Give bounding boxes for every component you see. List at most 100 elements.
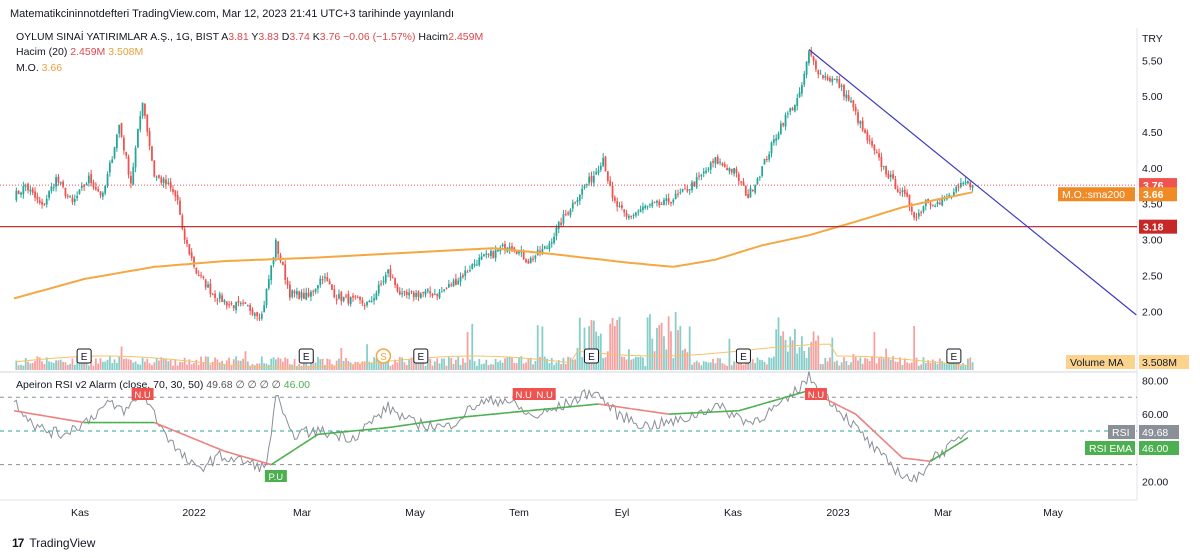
support-price-tag[interactable]: 3.18 (1139, 219, 1177, 234)
split-event-icon[interactable]: S (375, 348, 392, 364)
candle-body (712, 160, 714, 163)
candle-body (380, 283, 382, 285)
rsi-sell-marker[interactable]: N.U (804, 388, 827, 401)
trendline[interactable] (808, 49, 1137, 316)
volume-bar (363, 361, 366, 370)
ma-legend[interactable]: M.O. 3.66 (16, 62, 62, 74)
candle-body (716, 156, 719, 165)
rsi-buy-marker[interactable]: P.U (264, 470, 287, 483)
volume-bar (714, 363, 717, 370)
volume-bar (637, 357, 640, 370)
candle-body (71, 197, 74, 203)
candle-body (677, 193, 679, 195)
candle-body (571, 202, 574, 209)
svg-text:E: E (588, 352, 595, 363)
candle-body (805, 61, 808, 75)
candle-body (165, 179, 167, 185)
volume-bar (270, 358, 273, 370)
candle-body (130, 175, 132, 184)
rsi-ema-line[interactable] (13, 389, 969, 466)
candles[interactable] (15, 46, 974, 322)
candle-body (106, 174, 109, 186)
ma-price-tag[interactable]: 3.66 (1139, 187, 1177, 202)
volume-bar (737, 362, 740, 370)
volume-bar (454, 359, 457, 370)
rsi-sell-marker[interactable]: N.U (533, 388, 556, 401)
volume-bar (274, 359, 277, 370)
rsi-sell-marker[interactable]: N.U (512, 388, 535, 401)
candle-body (592, 175, 595, 184)
volume-indicator-label[interactable]: Hacim (20) (16, 46, 68, 58)
volume-bar (345, 357, 347, 370)
volume-bar (590, 319, 593, 370)
earnings-event-icon[interactable]: E (583, 348, 599, 364)
volume-bar (511, 357, 513, 370)
volume-bar (892, 356, 894, 370)
rsi-tick-label: 80.00 (1142, 375, 1168, 387)
candle-body (929, 203, 932, 206)
candle-body (501, 244, 504, 247)
candle-body (843, 85, 845, 97)
candle-body (347, 293, 350, 304)
candle-body (585, 184, 588, 186)
volume-legend[interactable]: Hacim (20) 2.459M 3.508M (16, 46, 143, 58)
earnings-event-icon[interactable]: E (413, 348, 429, 364)
volume-bar (649, 314, 651, 370)
candle-body (801, 84, 803, 94)
candle-body (389, 269, 392, 278)
candle-body (737, 174, 740, 182)
tradingview-footer[interactable]: 17 TradingView (12, 536, 95, 550)
rsi-sell-marker[interactable]: N.U (131, 388, 154, 401)
earnings-event-icon[interactable]: E (76, 348, 92, 364)
symbol-name[interactable]: OYLUM SINAİ YATIRIMLAR A.Ş., 1G, BIST (16, 31, 219, 43)
volume-bar (791, 340, 794, 370)
candle-body (553, 236, 555, 243)
volume-bar (382, 360, 385, 370)
volume-bar (356, 361, 359, 370)
candle-body (15, 190, 18, 201)
volume-bar (244, 351, 247, 370)
candle-body (723, 164, 726, 167)
candle-body (483, 254, 485, 257)
volume-bar (260, 356, 263, 370)
volume-bar (786, 351, 789, 370)
candle-body (352, 295, 354, 298)
candle-body (609, 180, 612, 186)
candle-body (340, 292, 343, 302)
sma200-line[interactable] (13, 191, 973, 300)
earnings-event-icon[interactable]: E (298, 348, 314, 364)
time-tick-label: May (405, 507, 426, 519)
volume-bar (216, 359, 219, 370)
candle-body (76, 195, 79, 199)
symbol-legend[interactable]: OYLUM SINAİ YATIRIMLAR A.Ş., 1G, BIST A3… (16, 31, 483, 43)
price-chart[interactable]: TRY 5.50 5.00 4.50 4.00 3.50 3.00 2.50 2.00 Kas 20… (0, 0, 1200, 535)
candle-body (181, 215, 184, 229)
volume-bar (155, 358, 158, 370)
candle-body (653, 201, 656, 203)
earnings-event-icon[interactable]: E (735, 348, 751, 364)
candle-body (644, 205, 647, 209)
volume-bar (525, 362, 527, 370)
volume-bar (567, 356, 570, 370)
volume-bar (361, 361, 364, 370)
candle-body (473, 263, 476, 266)
rsi-line[interactable] (13, 371, 969, 484)
volume-bar (338, 358, 340, 370)
candle-body (267, 279, 270, 289)
candle-body (875, 151, 878, 153)
candle-body (228, 304, 230, 306)
volume-bar (452, 364, 455, 370)
ma-label[interactable]: M.O. (16, 62, 39, 74)
candle-body (630, 215, 633, 217)
rsi-indicator-label[interactable]: Apeiron RSI v2 Alarm (close, 70, 30, 50) (16, 379, 204, 391)
volume-bars[interactable] (15, 311, 974, 370)
rsi-legend[interactable]: Apeiron RSI v2 Alarm (close, 70, 30, 50)… (16, 379, 310, 391)
svg-text:P.U: P.U (269, 472, 284, 483)
volume-bar (48, 361, 50, 370)
candle-body (242, 302, 245, 304)
candle-body (335, 298, 338, 301)
volume-bar (754, 362, 757, 370)
ma-name-tag: M.O.:sma200 (1058, 187, 1135, 202)
earnings-event-icon[interactable]: E (946, 348, 962, 364)
